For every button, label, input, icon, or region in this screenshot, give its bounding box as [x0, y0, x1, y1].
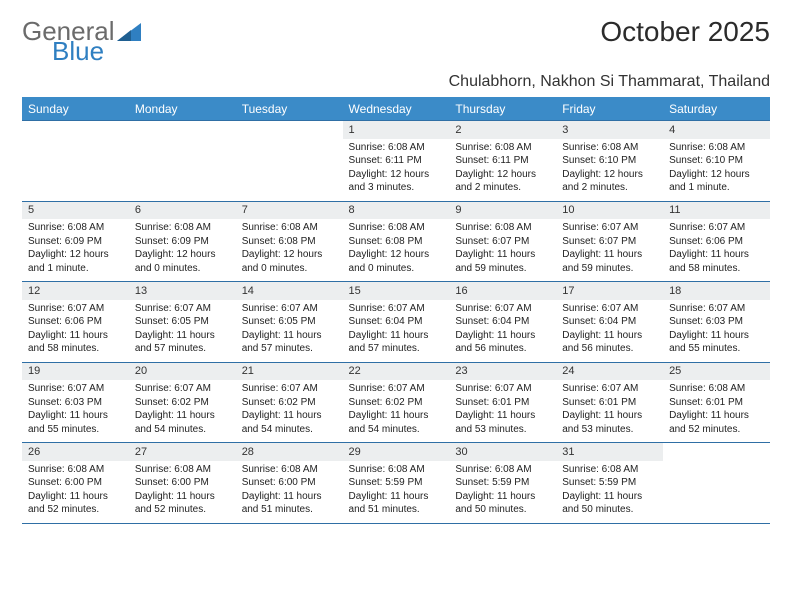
day-number-cell: 27 — [129, 443, 236, 461]
day-data-cell: Sunrise: 6:08 AMSunset: 6:00 PMDaylight:… — [129, 461, 236, 524]
day-data-cell: Sunrise: 6:07 AMSunset: 6:02 PMDaylight:… — [236, 380, 343, 443]
day-data-cell: Sunrise: 6:08 AMSunset: 6:10 PMDaylight:… — [663, 139, 770, 202]
day-data-cell: Sunrise: 6:08 AMSunset: 6:11 PMDaylight:… — [343, 139, 450, 202]
day-data-cell: Sunrise: 6:07 AMSunset: 6:06 PMDaylight:… — [22, 300, 129, 363]
logo-text-blue: Blue — [52, 36, 104, 67]
dayhead-sat: Saturday — [663, 98, 770, 121]
day-data-cell: Sunrise: 6:08 AMSunset: 6:09 PMDaylight:… — [22, 219, 129, 282]
day-data-cell: Sunrise: 6:07 AMSunset: 6:05 PMDaylight:… — [236, 300, 343, 363]
dayhead-sun: Sunday — [22, 98, 129, 121]
week-number-row: 567891011 — [22, 201, 770, 219]
week-number-row: 262728293031 — [22, 443, 770, 461]
calendar-table: Sunday Monday Tuesday Wednesday Thursday… — [22, 97, 770, 524]
week-data-row: Sunrise: 6:07 AMSunset: 6:03 PMDaylight:… — [22, 380, 770, 443]
day-data-cell: Sunrise: 6:07 AMSunset: 6:03 PMDaylight:… — [22, 380, 129, 443]
day-header-row: Sunday Monday Tuesday Wednesday Thursday… — [22, 98, 770, 121]
day-data-cell: Sunrise: 6:08 AMSunset: 6:00 PMDaylight:… — [236, 461, 343, 524]
dayhead-thu: Thursday — [449, 98, 556, 121]
day-number-cell — [22, 121, 129, 139]
day-data-cell: Sunrise: 6:07 AMSunset: 6:02 PMDaylight:… — [343, 380, 450, 443]
day-number-cell: 3 — [556, 121, 663, 139]
month-title: October 2025 — [600, 16, 770, 48]
day-number-cell: 29 — [343, 443, 450, 461]
day-number-cell — [236, 121, 343, 139]
day-number-cell — [663, 443, 770, 461]
day-number-cell: 21 — [236, 362, 343, 380]
day-number-cell: 23 — [449, 362, 556, 380]
day-number-cell: 10 — [556, 201, 663, 219]
day-number-cell: 2 — [449, 121, 556, 139]
week-data-row: Sunrise: 6:08 AMSunset: 6:11 PMDaylight:… — [22, 139, 770, 202]
day-number-cell: 19 — [22, 362, 129, 380]
day-data-cell: Sunrise: 6:07 AMSunset: 6:01 PMDaylight:… — [556, 380, 663, 443]
day-data-cell: Sunrise: 6:08 AMSunset: 5:59 PMDaylight:… — [556, 461, 663, 524]
day-number-cell: 16 — [449, 282, 556, 300]
day-number-cell: 17 — [556, 282, 663, 300]
day-data-cell: Sunrise: 6:08 AMSunset: 6:08 PMDaylight:… — [343, 219, 450, 282]
day-number-cell: 28 — [236, 443, 343, 461]
day-number-cell: 18 — [663, 282, 770, 300]
day-data-cell: Sunrise: 6:07 AMSunset: 6:07 PMDaylight:… — [556, 219, 663, 282]
location-subtitle: Chulabhorn, Nakhon Si Thammarat, Thailan… — [22, 73, 770, 91]
day-number-cell: 26 — [22, 443, 129, 461]
week-number-row: 1234 — [22, 121, 770, 139]
day-data-cell: Sunrise: 6:08 AMSunset: 6:00 PMDaylight:… — [22, 461, 129, 524]
week-data-row: Sunrise: 6:08 AMSunset: 6:09 PMDaylight:… — [22, 219, 770, 282]
day-data-cell — [22, 139, 129, 202]
day-data-cell — [663, 461, 770, 524]
day-number-cell: 25 — [663, 362, 770, 380]
day-number-cell: 20 — [129, 362, 236, 380]
day-data-cell: Sunrise: 6:08 AMSunset: 5:59 PMDaylight:… — [449, 461, 556, 524]
day-data-cell: Sunrise: 6:08 AMSunset: 6:08 PMDaylight:… — [236, 219, 343, 282]
day-number-cell: 1 — [343, 121, 450, 139]
day-data-cell: Sunrise: 6:08 AMSunset: 6:07 PMDaylight:… — [449, 219, 556, 282]
day-data-cell: Sunrise: 6:08 AMSunset: 6:09 PMDaylight:… — [129, 219, 236, 282]
day-data-cell: Sunrise: 6:08 AMSunset: 6:01 PMDaylight:… — [663, 380, 770, 443]
dayhead-mon: Monday — [129, 98, 236, 121]
day-data-cell — [236, 139, 343, 202]
day-data-cell: Sunrise: 6:07 AMSunset: 6:04 PMDaylight:… — [343, 300, 450, 363]
day-data-cell: Sunrise: 6:07 AMSunset: 6:06 PMDaylight:… — [663, 219, 770, 282]
day-data-cell: Sunrise: 6:07 AMSunset: 6:05 PMDaylight:… — [129, 300, 236, 363]
day-number-cell: 22 — [343, 362, 450, 380]
day-data-cell: Sunrise: 6:07 AMSunset: 6:04 PMDaylight:… — [449, 300, 556, 363]
day-data-cell: Sunrise: 6:08 AMSunset: 6:11 PMDaylight:… — [449, 139, 556, 202]
day-number-cell: 30 — [449, 443, 556, 461]
day-number-cell: 15 — [343, 282, 450, 300]
day-number-cell: 4 — [663, 121, 770, 139]
day-number-cell: 8 — [343, 201, 450, 219]
dayhead-wed: Wednesday — [343, 98, 450, 121]
day-data-cell: Sunrise: 6:07 AMSunset: 6:03 PMDaylight:… — [663, 300, 770, 363]
day-number-cell: 7 — [236, 201, 343, 219]
day-number-cell: 24 — [556, 362, 663, 380]
dayhead-fri: Friday — [556, 98, 663, 121]
day-data-cell: Sunrise: 6:07 AMSunset: 6:02 PMDaylight:… — [129, 380, 236, 443]
day-data-cell: Sunrise: 6:07 AMSunset: 6:04 PMDaylight:… — [556, 300, 663, 363]
dayhead-tue: Tuesday — [236, 98, 343, 121]
day-number-cell: 5 — [22, 201, 129, 219]
day-number-cell: 12 — [22, 282, 129, 300]
day-number-cell: 6 — [129, 201, 236, 219]
day-number-cell: 9 — [449, 201, 556, 219]
logo-triangle-icon — [117, 23, 141, 41]
day-data-cell: Sunrise: 6:08 AMSunset: 5:59 PMDaylight:… — [343, 461, 450, 524]
day-data-cell: Sunrise: 6:07 AMSunset: 6:01 PMDaylight:… — [449, 380, 556, 443]
day-number-cell: 13 — [129, 282, 236, 300]
day-number-cell — [129, 121, 236, 139]
week-number-row: 19202122232425 — [22, 362, 770, 380]
week-data-row: Sunrise: 6:07 AMSunset: 6:06 PMDaylight:… — [22, 300, 770, 363]
day-data-cell — [129, 139, 236, 202]
week-data-row: Sunrise: 6:08 AMSunset: 6:00 PMDaylight:… — [22, 461, 770, 524]
day-number-cell: 14 — [236, 282, 343, 300]
day-number-cell: 11 — [663, 201, 770, 219]
week-number-row: 12131415161718 — [22, 282, 770, 300]
day-data-cell: Sunrise: 6:08 AMSunset: 6:10 PMDaylight:… — [556, 139, 663, 202]
day-number-cell: 31 — [556, 443, 663, 461]
